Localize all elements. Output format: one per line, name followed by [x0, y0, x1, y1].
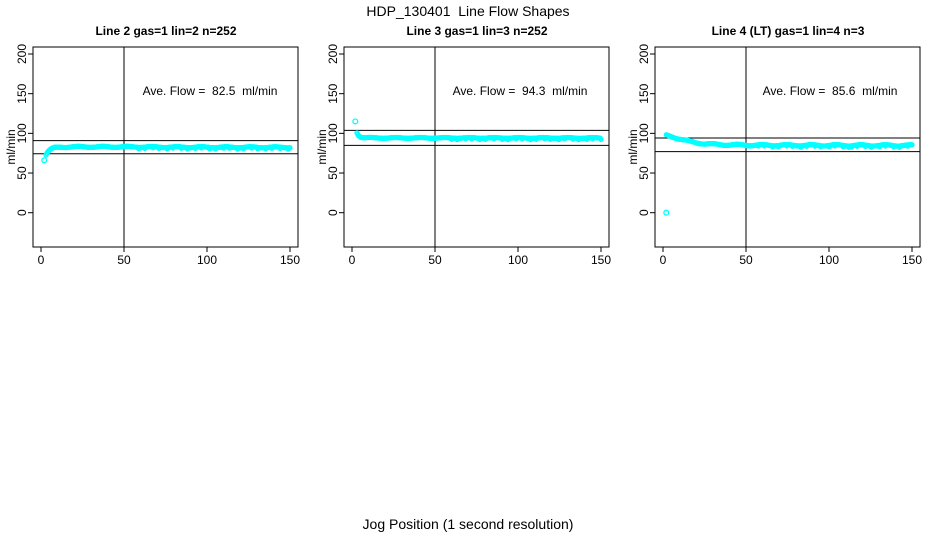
y-tick-label: 100 — [15, 123, 29, 143]
y-tick-label: 50 — [326, 166, 340, 180]
x-tick-label: 0 — [38, 253, 45, 267]
plot-box — [343, 46, 610, 248]
x-tick-label: 0 — [349, 253, 356, 267]
x-tick-label: 100 — [819, 253, 839, 267]
panel1-ave-flow-annotation: Ave. Flow = 82.5 ml/min — [142, 84, 278, 98]
x-tick-label: 50 — [739, 253, 753, 267]
reference-lines — [344, 47, 609, 247]
outlier-point — [41, 157, 48, 164]
outlier-point — [352, 118, 359, 125]
x-tick-label: 0 — [660, 253, 667, 267]
outlier-point — [663, 209, 670, 216]
y-tick-label: 150 — [326, 83, 340, 103]
axes: 0 50 100 150 200 0 50 100 150 — [637, 44, 922, 267]
y-tick-label: 100 — [637, 123, 651, 143]
y-tick-label: 0 — [326, 209, 340, 216]
plot-box — [32, 46, 299, 248]
panel-3: 0 50 100 150 200 0 50 100 150 — [637, 44, 922, 267]
y-tick-label: 0 — [15, 209, 29, 216]
panel2-title: Line 3 gas=1 lin=3 n=252 — [406, 24, 548, 38]
x-tick-label: 100 — [197, 253, 217, 267]
scatter-points — [41, 143, 293, 164]
panel3-title: Line 4 (LT) gas=1 lin=4 n=3 — [711, 24, 865, 38]
panel2-ave-flow-annotation: Ave. Flow = 94.3 ml/min — [452, 84, 588, 98]
y-tick-label: 200 — [326, 44, 340, 64]
x-tick-label: 50 — [428, 253, 442, 267]
plot-box — [654, 46, 921, 248]
x-tick-label: 150 — [591, 253, 611, 267]
y-tick-label: 50 — [637, 166, 651, 180]
x-tick-label: 150 — [902, 253, 922, 267]
axes: 0 50 100 150 200 0 50 100 150 — [15, 44, 300, 267]
panel-1: 0 50 100 150 200 0 50 100 150 — [15, 44, 300, 267]
x-axis-label: Jog Position (1 second resolution) — [362, 516, 574, 532]
x-tick-label: 100 — [508, 253, 528, 267]
scatter-points — [352, 118, 604, 143]
y-tick-label: 0 — [637, 209, 651, 216]
panel3-ave-flow-annotation: Ave. Flow = 85.6 ml/min — [762, 84, 898, 98]
scatter-points — [663, 132, 915, 216]
y-tick-label: 200 — [637, 44, 651, 64]
x-tick-label: 50 — [117, 253, 131, 267]
y-tick-label: 200 — [15, 44, 29, 64]
panel-2: 0 50 100 150 200 0 50 100 150 — [326, 44, 611, 267]
y-tick-label: 100 — [326, 123, 340, 143]
y-tick-label: 150 — [637, 83, 651, 103]
main-title: HDP_130401 Line Flow Shapes — [366, 3, 570, 19]
x-tick-label: 150 — [280, 253, 300, 267]
y-tick-label: 50 — [15, 166, 29, 180]
panel1-title: Line 2 gas=1 lin=2 n=252 — [95, 24, 237, 38]
axes: 0 50 100 150 200 0 50 100 150 — [326, 44, 611, 267]
y-tick-label: 150 — [15, 83, 29, 103]
